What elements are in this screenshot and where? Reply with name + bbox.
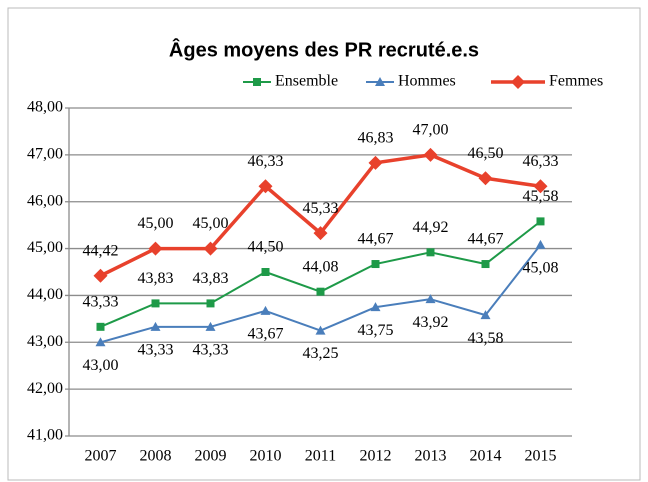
data-label: 46,33	[523, 153, 559, 170]
data-label: 44,42	[83, 242, 119, 259]
data-label: 43,25	[303, 345, 339, 362]
y-tick-label: 44,00	[27, 286, 63, 303]
data-label: 43,00	[83, 357, 119, 374]
chart-frame	[7, 7, 641, 481]
y-tick-label: 41,00	[27, 427, 63, 444]
data-label: 45,00	[193, 215, 229, 232]
x-tick-label: 2011	[305, 448, 336, 465]
marker	[253, 78, 261, 86]
marker	[93, 268, 108, 283]
data-label: 43,67	[248, 326, 284, 343]
data-label: 46,33	[248, 153, 284, 170]
y-tick-label: 46,00	[27, 192, 63, 209]
data-label: 43,58	[468, 330, 504, 347]
x-tick-label: 2009	[195, 448, 227, 465]
x-tick-label: 2007	[85, 448, 117, 465]
marker	[481, 260, 490, 269]
marker	[533, 179, 548, 194]
marker	[261, 268, 270, 276]
marker	[148, 241, 163, 256]
y-tick-label: 48,00	[27, 99, 63, 116]
data-label: 43,83	[193, 270, 229, 287]
x-tick-label: 2008	[140, 448, 172, 465]
x-tick-label: 2010	[250, 448, 282, 465]
marker	[151, 299, 160, 308]
data-label: 44,50	[248, 239, 284, 256]
marker	[535, 239, 546, 249]
x-tick-label: 2014	[470, 448, 502, 465]
y-tick-label: 43,00	[27, 333, 63, 350]
data-label: 43,33	[138, 341, 174, 358]
marker	[205, 321, 216, 331]
marker	[95, 337, 106, 347]
marker	[480, 310, 491, 320]
marker	[206, 299, 215, 308]
marker	[258, 179, 273, 194]
data-label: 44,92	[413, 219, 449, 236]
marker	[426, 248, 435, 257]
marker	[511, 75, 525, 89]
marker	[96, 322, 105, 331]
marker	[313, 226, 328, 241]
marker	[536, 217, 545, 226]
x-tick-label: 2015	[525, 448, 557, 465]
marker	[316, 287, 325, 296]
y-tick-label: 47,00	[27, 146, 63, 163]
x-tick-label: 2012	[360, 448, 392, 465]
data-label: 43,33	[193, 341, 229, 358]
data-label: 47,00	[413, 122, 449, 139]
data-label: 43,33	[83, 293, 119, 310]
marker	[203, 241, 218, 256]
data-label: 45,58	[523, 188, 559, 205]
data-label: 45,33	[303, 200, 339, 217]
marker	[478, 171, 493, 186]
legend-label: Femmes	[549, 73, 603, 90]
data-label: 46,50	[468, 145, 504, 162]
data-label: 43,92	[413, 314, 449, 331]
marker	[260, 305, 271, 315]
data-label: 45,00	[138, 215, 174, 232]
data-label: 44,08	[303, 258, 339, 275]
data-label: 45,08	[523, 259, 559, 276]
legend-label: Ensemble	[275, 73, 338, 90]
chart-title: Âges moyens des PR recruté.e.s	[169, 37, 479, 61]
y-tick-label: 42,00	[27, 380, 63, 397]
marker	[315, 325, 326, 335]
legend-label: Hommes	[398, 73, 456, 90]
marker	[375, 77, 385, 86]
x-tick-label: 2013	[415, 448, 447, 465]
data-label: 44,67	[468, 231, 504, 248]
data-label: 46,83	[358, 129, 394, 146]
data-label: 43,75	[358, 322, 394, 339]
data-label: 44,67	[358, 231, 394, 248]
marker	[150, 321, 161, 331]
marker	[371, 260, 380, 269]
data-label: 43,83	[138, 270, 174, 287]
y-tick-label: 45,00	[27, 239, 63, 256]
marker	[368, 155, 383, 170]
marker	[370, 302, 381, 312]
marker	[423, 147, 438, 162]
marker	[425, 294, 436, 304]
